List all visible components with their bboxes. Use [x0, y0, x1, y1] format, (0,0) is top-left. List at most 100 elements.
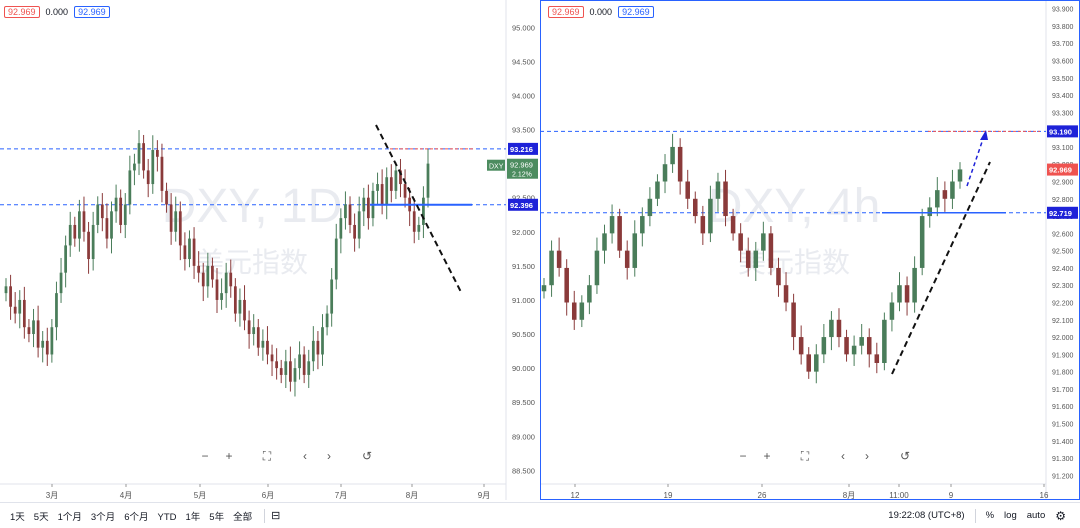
candle-body — [13, 306, 17, 314]
price-tick-label: 91.500 — [512, 262, 535, 271]
candle-body — [275, 361, 279, 369]
reset-chart-icon[interactable]: ↺ — [358, 447, 376, 465]
projection-arrow-line — [966, 135, 985, 187]
time-tick-label: 7月 — [335, 491, 347, 500]
log-toggle[interactable]: log — [1004, 510, 1017, 521]
bottom-right-controls: 19:22:08 (UTC+8) % log auto ⚙ — [888, 503, 1080, 528]
percent-toggle[interactable]: % — [985, 510, 995, 521]
time-tick-label: 6月 — [262, 491, 274, 500]
timeframe-button[interactable]: 6个月 — [124, 511, 149, 523]
price-tick-label: 91.500 — [1052, 422, 1074, 429]
candle-body — [266, 340, 269, 355]
price-tick-label: 91.000 — [512, 296, 535, 305]
fullscreen-icon[interactable]: ⛶ — [796, 447, 814, 465]
candle-body — [261, 340, 265, 348]
zoom-out-button[interactable]: − — [196, 447, 214, 465]
price-tick-label: 92.100 — [1052, 318, 1074, 325]
timeframe-button[interactable]: 5年 — [209, 511, 225, 523]
date-range-icon[interactable]: ⊟ — [271, 510, 281, 522]
level-high-label-bg — [508, 142, 538, 155]
candle-body — [330, 279, 334, 314]
candle-body — [708, 198, 713, 234]
candle-body — [912, 267, 917, 303]
zoom-in-button[interactable]: + — [758, 447, 776, 465]
candle-body — [662, 164, 668, 182]
candle-body — [4, 286, 8, 294]
candle-body — [114, 197, 118, 212]
candle-body — [889, 302, 895, 320]
price-tick-label: 91.900 — [1052, 352, 1074, 359]
price-tick-label: 89.500 — [512, 398, 535, 407]
scroll-left-button[interactable]: ‹ — [296, 447, 314, 465]
last-price-label: 92.969 — [1049, 166, 1072, 175]
price-tick-label: 92.200 — [1052, 301, 1074, 308]
candle-body — [41, 340, 45, 348]
price-tick-label: 93.900 — [1052, 7, 1074, 14]
timeframe-button[interactable]: 全部 — [233, 511, 253, 523]
price-tick-label: 89.000 — [512, 432, 535, 441]
candle-body — [836, 319, 842, 338]
candle-body — [59, 272, 63, 294]
fullscreen-icon[interactable]: ⛶ — [258, 447, 276, 465]
candle-body — [238, 299, 242, 314]
4h-chart-canvas[interactable]: 93.900 93.800 93.700 93.600 93.500 93.400 93.3… — [540, 0, 1080, 500]
candle-body — [571, 302, 577, 320]
candle-body — [549, 250, 554, 286]
timeframe-button[interactable]: YTD — [157, 511, 177, 523]
candle-body — [859, 337, 864, 346]
time-tick-label: 12 — [571, 491, 580, 500]
chart-panel-daily[interactable]: 95.00094.50094.00093.50093.00092.50092.0… — [0, 0, 538, 500]
reset-chart-icon[interactable]: ↺ — [896, 447, 914, 465]
candle-body — [919, 216, 925, 268]
legend-close: 92.969 — [618, 6, 654, 18]
candle-body — [897, 285, 902, 303]
timeframe-button[interactable]: 5天 — [33, 511, 49, 523]
price-tick-label: 93.800 — [1052, 24, 1074, 31]
time-tick-label: 9 — [949, 491, 954, 500]
candle-body — [27, 327, 31, 335]
scroll-right-button[interactable]: › — [320, 447, 338, 465]
candle-body — [783, 285, 789, 303]
daily-chart-canvas[interactable]: 95.00094.50094.00093.50093.00092.50092.0… — [0, 0, 538, 500]
scroll-right-button[interactable]: › — [858, 447, 876, 465]
candle-body — [73, 224, 77, 239]
candle-body — [723, 181, 728, 217]
candle-body — [587, 285, 592, 303]
level-low-label: 92.719 — [1049, 209, 1072, 218]
candle-body — [311, 340, 315, 362]
candle-body — [197, 265, 201, 273]
chart-nav-controls: − + ⛶ ‹ › ↺ — [196, 447, 376, 465]
price-tick-label: 92.000 — [1052, 335, 1074, 342]
candle-body — [165, 190, 168, 205]
scroll-left-button[interactable]: ‹ — [834, 447, 852, 465]
timeframe-button[interactable]: 3个月 — [90, 511, 116, 523]
zoom-in-button[interactable]: + — [220, 447, 238, 465]
timeframe-button[interactable]: 1年 — [185, 511, 201, 523]
candle-body — [18, 299, 22, 314]
candle-body — [325, 313, 329, 328]
trend-line — [375, 124, 463, 295]
clock-readout[interactable]: 19:22:08 (UTC+8) — [888, 510, 965, 521]
candle-body — [776, 267, 781, 286]
candle-body — [110, 211, 113, 239]
candle-body — [293, 368, 297, 382]
candle-body — [137, 143, 141, 164]
candle-body — [617, 216, 622, 251]
zoom-out-button[interactable]: − — [734, 447, 752, 465]
candle-body — [394, 170, 398, 191]
candle-body — [91, 224, 95, 260]
chart-panel-4h[interactable]: 93.900 93.800 93.700 93.600 93.500 93.400 93.3… — [540, 0, 1080, 500]
time-tick-label: 11:00 — [889, 491, 909, 500]
timeframe-button[interactable]: 1天 — [10, 511, 25, 523]
trend-line — [891, 161, 991, 375]
legend-close: 92.969 — [74, 6, 110, 18]
price-tick-label: 94.500 — [512, 57, 535, 66]
candle-body — [874, 354, 880, 363]
timeframe-button[interactable]: 1个月 — [57, 511, 82, 523]
settings-gear-icon[interactable]: ⚙ — [1055, 508, 1066, 523]
time-tick-label: 5月 — [194, 491, 206, 500]
auto-toggle[interactable]: auto — [1026, 510, 1046, 521]
candle-body — [422, 197, 425, 225]
price-tick-label: 93.100 — [1052, 145, 1074, 152]
candle-body — [160, 156, 164, 191]
